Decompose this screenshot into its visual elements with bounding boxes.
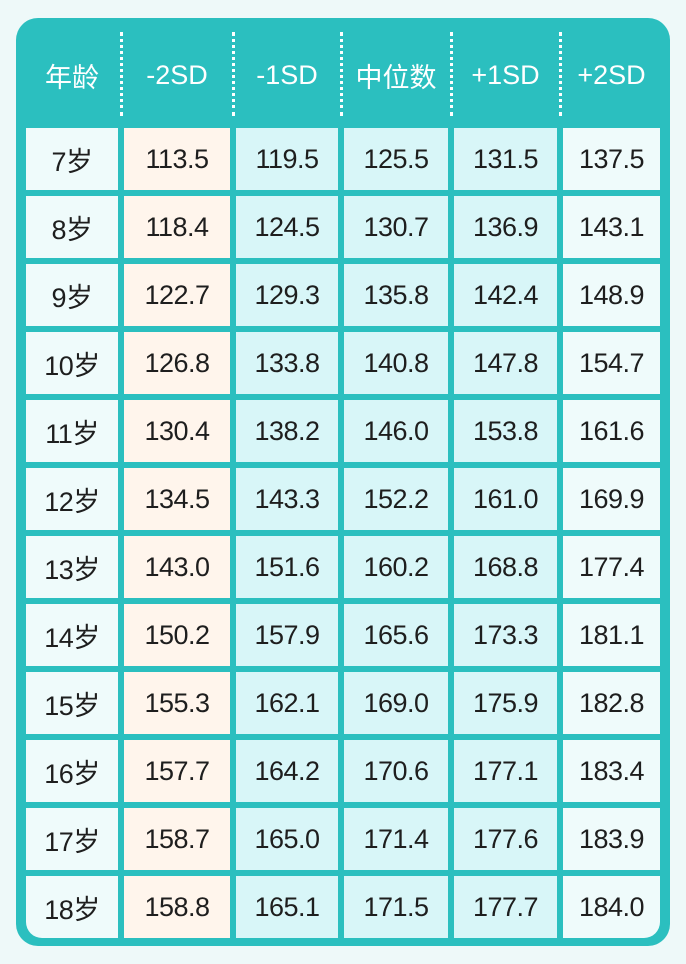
cell-plus-2sd: 183.9	[563, 808, 660, 870]
cell-plus-2sd: 181.1	[563, 604, 660, 666]
cell-median: 152.2	[344, 468, 448, 530]
cell-plus-1sd: 131.5	[454, 128, 557, 190]
cell-median: 146.0	[344, 400, 448, 462]
cell-minus-1sd: 119.5	[236, 128, 338, 190]
cell-plus-1sd: 161.0	[454, 468, 557, 530]
cell-minus-2sd: 126.8	[124, 332, 230, 394]
cell-plus-1sd: 136.9	[454, 196, 557, 258]
cell-minus-2sd: 118.4	[124, 196, 230, 258]
header-median: 中位数	[344, 30, 453, 120]
cell-plus-1sd: 147.8	[454, 332, 557, 394]
cell-plus-1sd: 153.8	[454, 400, 557, 462]
table-body: 7岁 113.5 119.5 125.5 131.5 137.5 8岁 118.4 124.5 1…	[26, 128, 660, 938]
header-minus-2sd: -2SD	[124, 30, 235, 120]
cell-minus-1sd: 157.9	[236, 604, 338, 666]
cell-minus-1sd: 138.2	[236, 400, 338, 462]
cell-minus-2sd: 143.0	[124, 536, 230, 598]
header-age: 年龄	[26, 30, 123, 120]
header-minus-1sd: -1SD	[236, 30, 343, 120]
cell-minus-2sd: 155.3	[124, 672, 230, 734]
cell-plus-2sd: 154.7	[563, 332, 660, 394]
cell-plus-2sd: 148.9	[563, 264, 660, 326]
cell-age: 16岁	[26, 740, 118, 802]
table-header: 年龄 -2SD -1SD 中位数 +1SD +2SD	[26, 30, 660, 120]
cell-minus-2sd: 130.4	[124, 400, 230, 462]
cell-plus-1sd: 173.3	[454, 604, 557, 666]
cell-minus-1sd: 151.6	[236, 536, 338, 598]
header-plus-2sd: +2SD	[577, 59, 646, 90]
cell-minus-1sd: 165.0	[236, 808, 338, 870]
cell-minus-1sd: 143.3	[236, 468, 338, 530]
cell-minus-1sd: 129.3	[236, 264, 338, 326]
cell-plus-2sd: 161.6	[563, 400, 660, 462]
cell-minus-1sd: 165.1	[236, 876, 338, 938]
cell-plus-2sd: 183.4	[563, 740, 660, 802]
cell-minus-1sd: 162.1	[236, 672, 338, 734]
cell-median: 171.5	[344, 876, 448, 938]
cell-plus-2sd: 143.1	[563, 196, 660, 258]
cell-plus-1sd: 177.7	[454, 876, 557, 938]
cell-age: 12岁	[26, 468, 118, 530]
cell-age: 14岁	[26, 604, 118, 666]
cell-minus-2sd: 157.7	[124, 740, 230, 802]
cell-age: 13岁	[26, 536, 118, 598]
cell-plus-1sd: 168.8	[454, 536, 557, 598]
cell-minus-2sd: 158.7	[124, 808, 230, 870]
cell-age: 11岁	[26, 400, 118, 462]
cell-plus-1sd: 177.1	[454, 740, 557, 802]
cell-plus-2sd: 182.8	[563, 672, 660, 734]
cell-age: 9岁	[26, 264, 118, 326]
cell-age: 17岁	[26, 808, 118, 870]
cell-median: 171.4	[344, 808, 448, 870]
cell-plus-1sd: 175.9	[454, 672, 557, 734]
cell-plus-1sd: 142.4	[454, 264, 557, 326]
cell-age: 7岁	[26, 128, 118, 190]
cell-minus-1sd: 164.2	[236, 740, 338, 802]
cell-age: 8岁	[26, 196, 118, 258]
cell-minus-1sd: 124.5	[236, 196, 338, 258]
cell-age: 18岁	[26, 876, 118, 938]
cell-age: 10岁	[26, 332, 118, 394]
cell-minus-2sd: 113.5	[124, 128, 230, 190]
height-table: 年龄 -2SD -1SD 中位数 +1SD +2SD 7岁 113.5 119.5 1…	[16, 18, 670, 946]
cell-median: 135.8	[344, 264, 448, 326]
cell-minus-2sd: 122.7	[124, 264, 230, 326]
cell-plus-1sd: 177.6	[454, 808, 557, 870]
cell-minus-1sd: 133.8	[236, 332, 338, 394]
cell-minus-2sd: 134.5	[124, 468, 230, 530]
header-plus-1sd: +1SD	[454, 30, 562, 120]
cell-plus-2sd: 169.9	[563, 468, 660, 530]
cell-minus-2sd: 158.8	[124, 876, 230, 938]
cell-plus-2sd: 177.4	[563, 536, 660, 598]
cell-median: 140.8	[344, 332, 448, 394]
cell-median: 130.7	[344, 196, 448, 258]
cell-plus-2sd: 137.5	[563, 128, 660, 190]
cell-median: 125.5	[344, 128, 448, 190]
cell-age: 15岁	[26, 672, 118, 734]
cell-median: 160.2	[344, 536, 448, 598]
cell-plus-2sd: 184.0	[563, 876, 660, 938]
cell-median: 165.6	[344, 604, 448, 666]
cell-median: 169.0	[344, 672, 448, 734]
cell-minus-2sd: 150.2	[124, 604, 230, 666]
cell-median: 170.6	[344, 740, 448, 802]
